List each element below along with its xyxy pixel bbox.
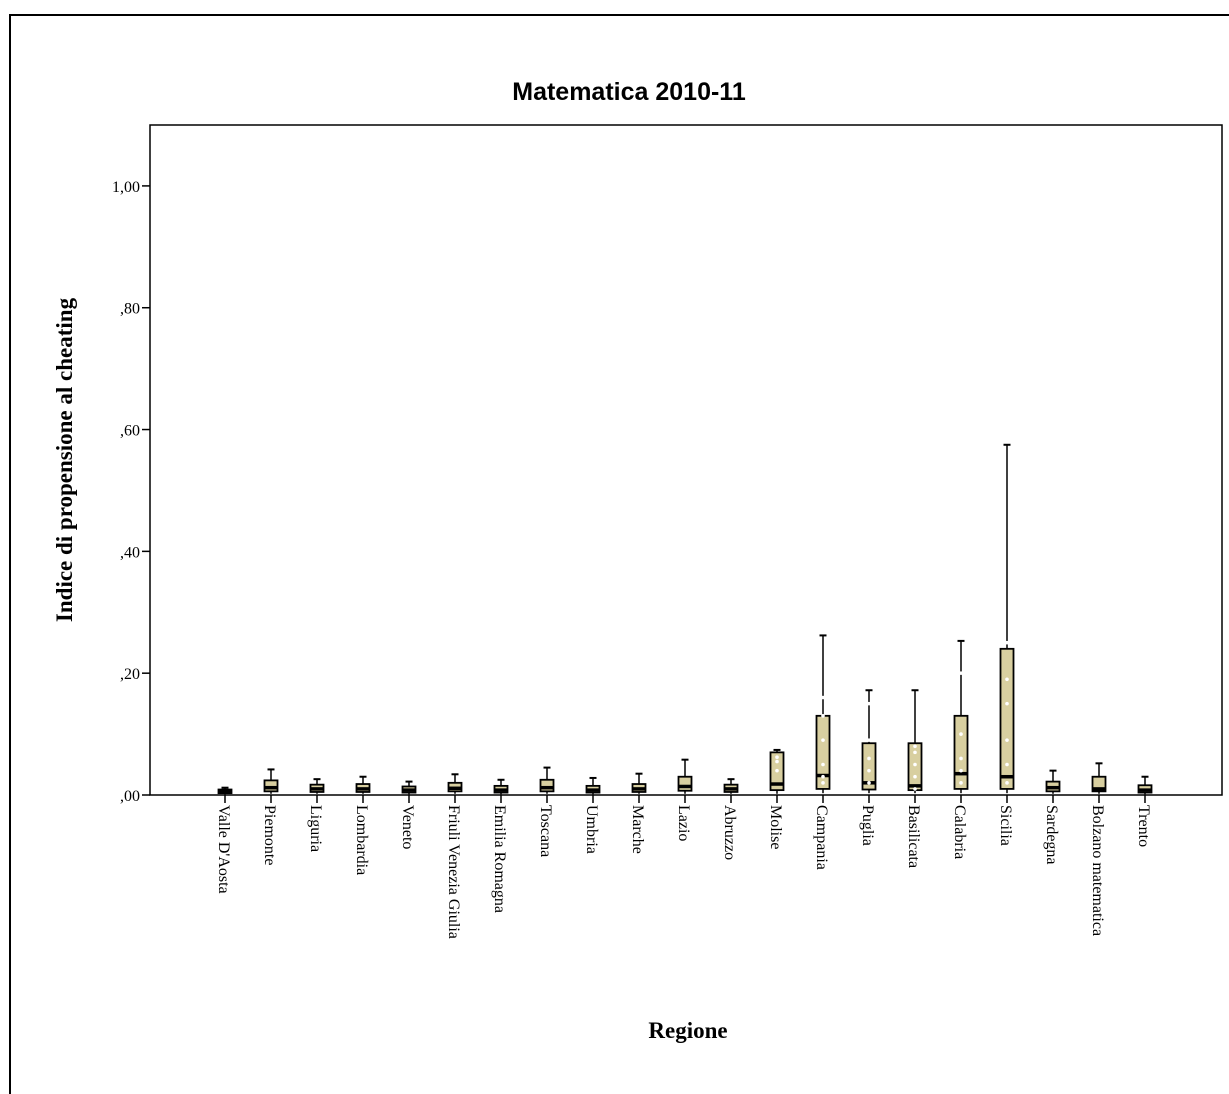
outlier-point [1005, 701, 1009, 706]
box-liguria [309, 778, 325, 794]
iqr-box [953, 714, 969, 790]
box-veneto [401, 780, 417, 795]
outlier-point [821, 762, 825, 767]
outlier-point [913, 787, 917, 791]
outlier-point [821, 714, 825, 718]
x-tick-label: Friuli Venezia Giulia [445, 805, 462, 939]
box-lazio [677, 758, 693, 794]
x-tick-label: Sardegna [1043, 805, 1060, 865]
outlier-point [775, 759, 779, 764]
x-axis: Valle D'Aosta Piemonte Liguria Lombardia Ven… [215, 795, 1152, 939]
plot-area [149, 124, 1223, 796]
box-piemonte [263, 768, 279, 794]
outlier-point [1005, 640, 1009, 645]
box-friuli-venezia-giulia [447, 773, 463, 794]
box-puglia [861, 689, 877, 794]
outlier-point [867, 756, 871, 761]
box-lombardia [355, 775, 371, 794]
x-tick-label: Marche [629, 805, 646, 854]
y-tick-label: 1,00 [112, 179, 140, 196]
x-tick-label: Piemonte [261, 805, 278, 865]
outlier-point [959, 732, 963, 736]
outlier-point [913, 762, 917, 767]
x-tick-label: Calabria [951, 805, 968, 859]
y-tick-label: ,80 [120, 301, 140, 318]
box-sardegna [1045, 769, 1061, 794]
x-tick-label: Puglia [859, 805, 876, 846]
outlier-point [867, 701, 871, 706]
box-trento [1137, 775, 1153, 795]
box-marche [631, 772, 647, 794]
x-tick-label: Trento [1135, 805, 1152, 847]
box-toscana [539, 766, 555, 794]
box-campania [815, 634, 831, 794]
x-tick-label: Toscana [537, 805, 554, 857]
box-bolzano-matematica [1091, 762, 1107, 794]
x-tick-label: Umbria [583, 805, 600, 854]
outlier-point [959, 756, 963, 761]
outlier-point [867, 781, 871, 785]
x-tick-label: Lazio [675, 805, 692, 841]
x-tick-label: Bolzano matematica [1089, 805, 1106, 936]
x-tick-label: Veneto [399, 805, 416, 849]
outlier-point [867, 768, 871, 773]
iqr-box [263, 779, 279, 793]
outlier-point [775, 768, 779, 773]
outlier-point [1005, 738, 1009, 742]
outlier-point [913, 774, 917, 779]
box-calabria [953, 639, 969, 794]
x-tick-label: Valle D'Aosta [215, 805, 232, 894]
box-series [217, 443, 1153, 795]
outlier-point [867, 738, 871, 742]
y-axis-title: Indice di propensione al cheating [52, 297, 77, 622]
outlier-point [1005, 762, 1009, 767]
x-tick-label: Liguria [307, 805, 324, 852]
outlier-point [821, 695, 825, 700]
box-valle-d-aosta [217, 786, 233, 795]
iqr-box [907, 742, 923, 792]
box-abruzzo [723, 778, 739, 794]
x-tick-label: Lombardia [353, 805, 370, 875]
chart-frame [9, 14, 1229, 1094]
box-emilia-romagna [493, 778, 509, 795]
box-sicilia [999, 443, 1015, 794]
x-tick-label: Emilia Romagna [491, 805, 508, 913]
y-tick-label: ,40 [120, 544, 140, 561]
chart-title: Matematica 2010-11 [512, 78, 746, 106]
iqr-box [861, 742, 877, 791]
y-axis: ,00 ,20 ,40 ,60 ,80 1,00 [112, 179, 150, 805]
outlier-point [821, 738, 825, 742]
x-axis-title: Regione [648, 1018, 727, 1043]
x-tick-label: Molise [767, 805, 784, 849]
iqr-box [999, 647, 1015, 790]
x-tick-label: Abruzzo [721, 805, 738, 860]
outlier-point [959, 781, 963, 785]
outlier-point [913, 744, 917, 749]
outlier-point [821, 774, 825, 779]
outlier-point [775, 755, 779, 760]
y-tick-label: ,60 [120, 423, 140, 440]
iqr-box [677, 775, 693, 792]
outlier-point [821, 781, 825, 785]
outlier-point [913, 750, 917, 755]
y-tick-label: ,20 [120, 666, 140, 683]
y-tick-label: ,00 [120, 788, 140, 805]
iqr-box [539, 778, 555, 793]
box-umbria [585, 776, 601, 795]
outlier-point [959, 768, 963, 773]
outlier-point [1005, 781, 1009, 785]
boxplot-chart: Matematica 2010-11 ,00 ,20 ,40 ,60 ,80 1,00 V… [52, 78, 1223, 1043]
outlier-point [959, 671, 963, 675]
x-tick-label: Sicilia [997, 805, 1014, 846]
x-tick-label: Campania [813, 805, 830, 870]
outlier-point [1005, 677, 1009, 682]
x-tick-label: Basilicata [905, 805, 922, 868]
